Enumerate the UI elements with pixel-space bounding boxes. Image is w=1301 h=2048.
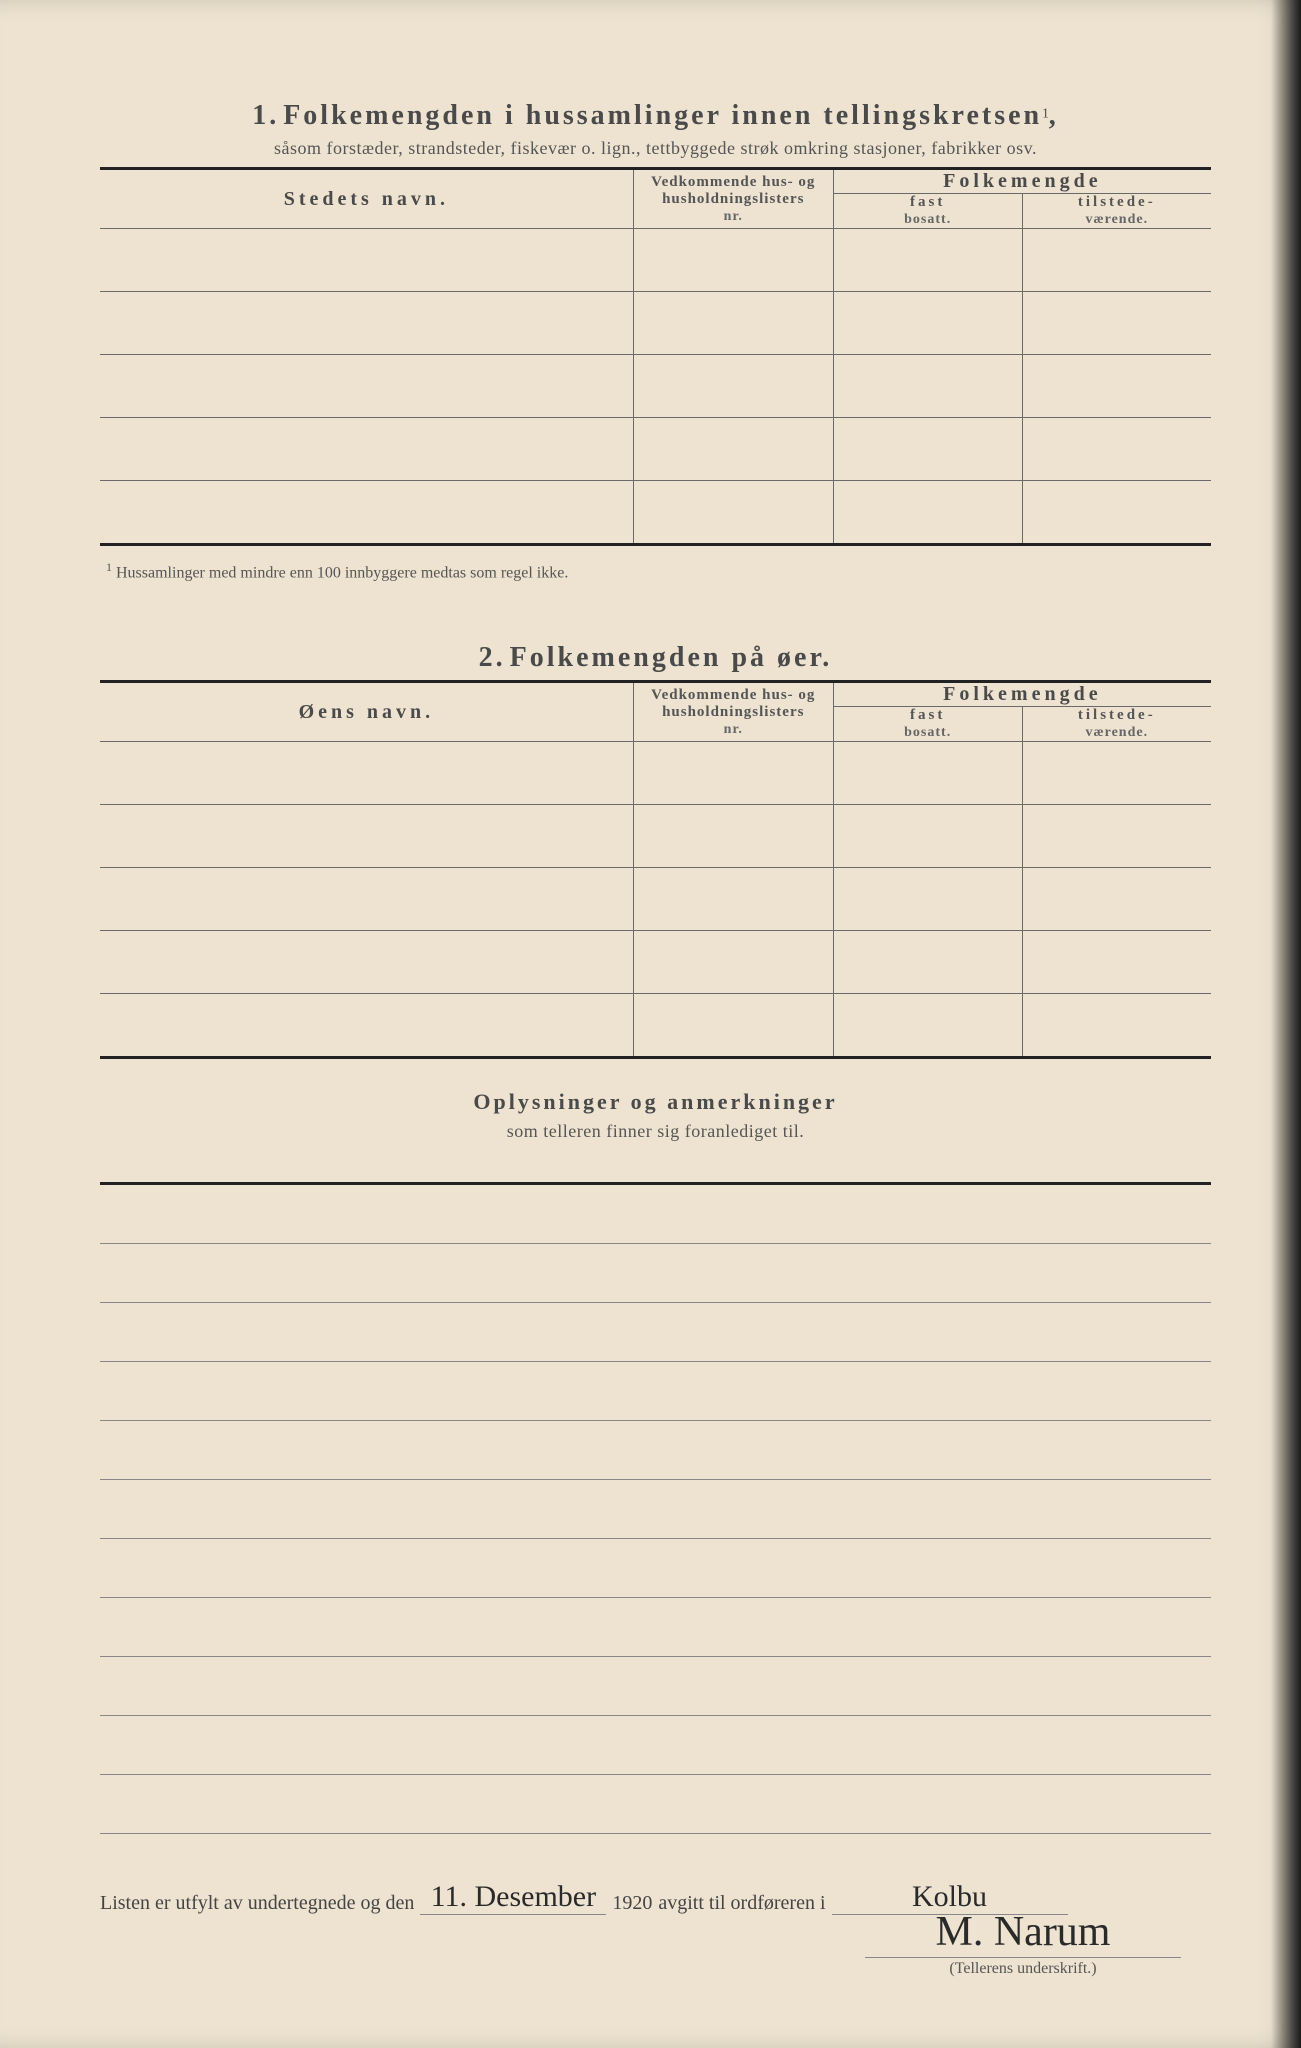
section1-title: 1. Folkemengden i hussamlinger innen tel… [100, 100, 1211, 132]
signature-handwriting: M. Narum [865, 1911, 1181, 1958]
page-shadow [1271, 0, 1301, 2048]
table-cell [100, 805, 633, 868]
table-row [100, 742, 1211, 805]
section2-col-tilstede: tilstede- værende. [1022, 707, 1211, 742]
table-row [100, 805, 1211, 868]
ruled-line [100, 1185, 1211, 1244]
section3-ruled-lines [100, 1182, 1211, 1834]
ruled-line [100, 1421, 1211, 1480]
table-cell [1022, 868, 1211, 931]
table-cell [833, 229, 1022, 292]
signature-pre: Listen er utfylt av undertegnede og den [100, 1892, 414, 1915]
ruled-line [100, 1657, 1211, 1716]
signature-caption: (Tellerens underskrift.) [865, 1960, 1181, 1978]
ruled-line [100, 1539, 1211, 1598]
table-cell [100, 994, 633, 1058]
table-cell [833, 868, 1022, 931]
table-cell [100, 418, 633, 481]
table-cell [833, 805, 1022, 868]
ruled-line [100, 1716, 1211, 1775]
table-cell [833, 931, 1022, 994]
table-cell [100, 292, 633, 355]
section2-col-mid: Vedkommende hus- og husholdningslisters … [633, 682, 833, 742]
table-cell [1022, 931, 1211, 994]
table-cell [1022, 418, 1211, 481]
section3: Oplysninger og anmerkninger som telleren… [100, 1089, 1211, 1834]
section1-subtitle: såsom forstæder, strandsteder, fiskevær … [100, 138, 1211, 159]
section2-col-fast: fast bosatt. [833, 707, 1022, 742]
table-cell [833, 355, 1022, 418]
table-cell [100, 931, 633, 994]
table-cell [1022, 481, 1211, 545]
table-cell [100, 868, 633, 931]
table-cell [1022, 229, 1211, 292]
census-form-page: 1. Folkemengden i hussamlinger innen tel… [0, 0, 1301, 2048]
table-cell [633, 931, 833, 994]
table-cell [633, 805, 833, 868]
table-row [100, 994, 1211, 1058]
table-row [100, 355, 1211, 418]
section2-col-folkemengde: Folkemengde [833, 682, 1211, 707]
table-row [100, 481, 1211, 545]
ruled-line [100, 1598, 1211, 1657]
table-cell [1022, 292, 1211, 355]
table-cell [833, 742, 1022, 805]
section1-col-fast: fast bosatt. [833, 194, 1022, 229]
table-cell [100, 481, 633, 545]
section2-table: Øens navn. Vedkommende hus- og husholdni… [100, 680, 1211, 1059]
signature-date-hand: 11. Desember [420, 1882, 606, 1915]
table-cell [100, 229, 633, 292]
table-cell [1022, 355, 1211, 418]
section1-col-mid: Vedkommende hus- og husholdningslisters … [633, 169, 833, 229]
table-cell [100, 355, 633, 418]
section2-title: 2. Folkemengden på øer. [100, 642, 1211, 674]
section1-number: 1. [252, 100, 279, 131]
table-cell [633, 742, 833, 805]
table-cell [633, 292, 833, 355]
section1-col-folkemengde: Folkemengde [833, 169, 1211, 194]
signature-block: M. Narum (Tellerens underskrift.) [865, 1911, 1181, 1978]
table-cell [833, 418, 1022, 481]
section2-number: 2. [479, 642, 506, 673]
section1-col-tilstede: tilstede- værende. [1022, 194, 1211, 229]
table-row [100, 229, 1211, 292]
section1-title-text: Folkemengden i hussamlinger innen tellin… [283, 100, 1042, 131]
table-cell [633, 868, 833, 931]
ruled-line [100, 1362, 1211, 1421]
table-cell [633, 994, 833, 1058]
table-row [100, 418, 1211, 481]
section1-footnote: 1 Hussamlinger med mindre enn 100 innbyg… [106, 560, 1211, 582]
section1-rows [100, 229, 1211, 545]
ruled-line [100, 1303, 1211, 1362]
table-cell [100, 742, 633, 805]
section2-col-name: Øens navn. [100, 682, 633, 742]
section1-col-name: Stedets navn. [100, 169, 633, 229]
section3-subtitle: som telleren finner sig foranlediget til… [100, 1121, 1211, 1142]
table-cell [1022, 994, 1211, 1058]
section1-title-sup: 1 [1042, 106, 1049, 121]
table-cell [633, 229, 833, 292]
table-cell [633, 355, 833, 418]
table-cell [1022, 805, 1211, 868]
section1-table: Stedets navn. Vedkommende hus- og hushol… [100, 167, 1211, 546]
section2-title-text: Folkemengden på øer. [510, 642, 833, 673]
section3-title: Oplysninger og anmerkninger [100, 1089, 1211, 1115]
table-cell [833, 292, 1022, 355]
table-cell [1022, 742, 1211, 805]
table-cell [833, 994, 1022, 1058]
table-cell [833, 481, 1022, 545]
table-cell [633, 481, 833, 545]
ruled-line [100, 1480, 1211, 1539]
table-row [100, 868, 1211, 931]
ruled-line [100, 1244, 1211, 1303]
table-row [100, 292, 1211, 355]
ruled-line [100, 1775, 1211, 1834]
signature-year: 1920 [612, 1892, 652, 1915]
table-row [100, 931, 1211, 994]
table-cell [633, 418, 833, 481]
section2-rows [100, 742, 1211, 1058]
signature-mid: avgitt til ordføreren i [658, 1892, 825, 1915]
